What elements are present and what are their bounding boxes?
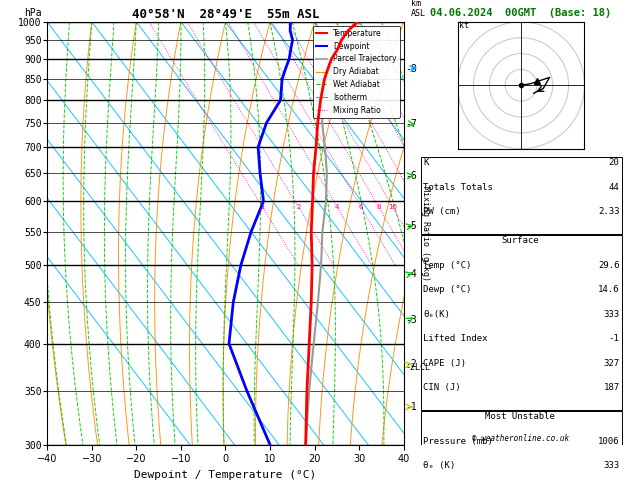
Text: θₑ(K): θₑ(K) [423,310,450,319]
Text: -4: -4 [406,269,417,279]
Text: CIN (J): CIN (J) [423,383,461,392]
Text: -2LCL: -2LCL [406,363,430,372]
Text: 04.06.2024  00GMT  (Base: 18): 04.06.2024 00GMT (Base: 18) [430,8,611,17]
Text: CAPE (J): CAPE (J) [423,359,467,368]
Text: PW (cm): PW (cm) [423,208,461,216]
Text: -1: -1 [406,402,417,412]
Text: 1006: 1006 [598,436,620,446]
Text: -5: -5 [406,221,417,231]
Text: Pressure (mb): Pressure (mb) [423,436,493,446]
Text: 29.6: 29.6 [598,261,620,270]
Text: -1: -1 [609,334,620,343]
Text: 14.6: 14.6 [598,285,620,295]
Text: km
ASL: km ASL [411,0,426,17]
Text: © weatheronline.co.uk: © weatheronline.co.uk [472,434,569,443]
Text: θₑ (K): θₑ (K) [423,461,455,470]
X-axis label: Dewpoint / Temperature (°C): Dewpoint / Temperature (°C) [135,470,316,480]
Text: -6: -6 [406,171,417,181]
Bar [421,411,621,486]
Title: 40°58'N  28°49'E  55m ASL: 40°58'N 28°49'E 55m ASL [131,8,319,21]
Legend: Temperature, Dewpoint, Parcel Trajectory, Dry Adiabat, Wet Adiabat, Isotherm, Mi: Temperature, Dewpoint, Parcel Trajectory… [313,26,400,118]
Text: Most Unstable: Most Unstable [486,412,555,421]
Text: 20: 20 [609,158,620,168]
Text: Totals Totals: Totals Totals [423,183,493,192]
Text: -8: -8 [406,64,417,74]
Text: 327: 327 [603,359,620,368]
Text: 333: 333 [603,310,620,319]
Text: hPa: hPa [24,8,42,17]
Bar [421,235,621,410]
Text: Surface: Surface [501,236,539,245]
Text: Temp (°C): Temp (°C) [423,261,472,270]
Text: 1: 1 [260,204,265,210]
Text: 44: 44 [609,183,620,192]
Text: 187: 187 [603,383,620,392]
Text: 2.33: 2.33 [598,208,620,216]
Text: 6: 6 [359,204,364,210]
Bar [421,157,621,234]
Text: 2: 2 [296,204,301,210]
Text: 10: 10 [388,204,398,210]
Text: K: K [423,158,429,168]
Text: 333: 333 [603,461,620,470]
Text: kt: kt [459,21,469,30]
Text: 8: 8 [377,204,381,210]
Text: -2: -2 [406,359,417,369]
Text: 4: 4 [335,204,340,210]
Text: Dewp (°C): Dewp (°C) [423,285,472,295]
Text: -7: -7 [406,119,417,129]
Text: Mixing Ratio (g/kg): Mixing Ratio (g/kg) [421,186,430,281]
Text: -3: -3 [406,315,417,325]
Text: Lifted Index: Lifted Index [423,334,488,343]
